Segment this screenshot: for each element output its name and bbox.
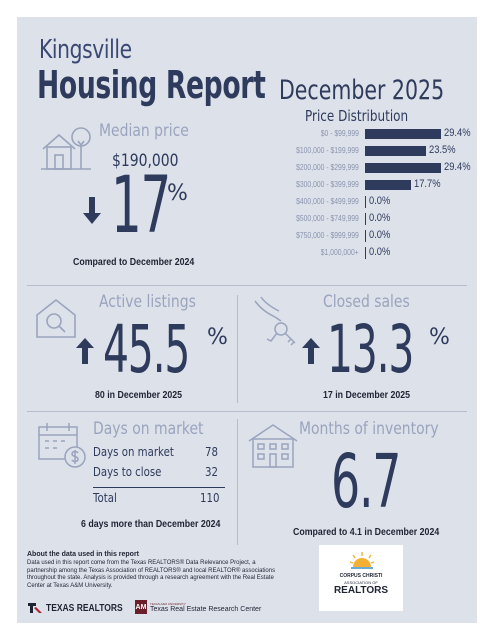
price-bar-row: $1,000,000+ 0.0% — [17, 246, 477, 260]
days-on-market-title: Days on market — [93, 419, 204, 439]
closed-sales-change: 13.3 — [327, 311, 414, 388]
dtc-row-label: Days to close — [93, 465, 162, 479]
closed-sales-detail: 17 in December 2025 — [323, 390, 411, 401]
house-tree-icon — [41, 127, 91, 170]
texas-realtors-mark-icon — [28, 603, 42, 613]
price-bar-value: 0.0% — [369, 246, 391, 258]
days-on-market-comparison: 6 days more than December 2024 — [81, 519, 221, 530]
research-center-logo: AM TEXAS A&M UNIVERSITY Texas Real Estat… — [135, 600, 261, 614]
ccar-line2: ASSOCIATION OF — [344, 580, 378, 585]
up-arrow-icon — [302, 338, 320, 364]
months-inventory-comparison: Compared to 4.1 in December 2024 — [293, 527, 440, 538]
price-bar-value: 23.5% — [429, 144, 456, 156]
dom-row-label: Days on market — [93, 445, 174, 459]
dom-row-value: 78 — [205, 445, 218, 459]
price-bar-zero — [365, 196, 366, 208]
price-distribution-chart: $0 - $99,999 29.4% $100,000 - $199,999 23.5… — [17, 127, 477, 260]
price-bar-label: $0 - $99,999 — [320, 129, 359, 138]
city-name: Kingsville — [39, 35, 132, 65]
median-price-title: Median price — [99, 121, 189, 141]
texas-realtors-logo: TEXAS REALTORS — [27, 601, 136, 615]
median-price-value: $190,000 — [112, 151, 179, 171]
ccar-line3: REALTORS — [333, 585, 389, 596]
price-bar-row: $500,000 - $749,999 0.0% — [17, 212, 477, 226]
closed-sales-title: Closed sales — [323, 292, 410, 312]
median-price-change: 17 — [111, 161, 171, 251]
price-bar-row: $400,000 - $499,999 0.0% — [17, 195, 477, 209]
price-bar-row: $300,000 - $399,999 17.7% — [17, 178, 477, 192]
price-bar-label: $300,000 - $399,999 — [296, 180, 359, 189]
price-bar-value: 17.7% — [414, 178, 441, 190]
sun-logo-icon — [349, 552, 375, 569]
ccar-line1: CORPUS CHRISTI — [339, 573, 383, 579]
median-price-comparison: Compared to December 2024 — [73, 257, 195, 268]
about-body: Data used in this report come from the T… — [27, 560, 276, 589]
tamu-mark-icon: AM — [135, 600, 147, 614]
hand-keys-icon — [254, 296, 296, 346]
magnifier-house-icon — [36, 298, 76, 338]
months-inventory-value: 6.7 — [331, 439, 401, 525]
price-bar-label: $1,000,000+ — [320, 248, 359, 257]
price-distribution-title: Price Distribution — [305, 107, 409, 125]
months-inventory-title: Months of inventory — [299, 419, 439, 439]
column-divider — [237, 419, 238, 545]
building-icon — [248, 424, 298, 468]
price-bar-row: $200,000 - $299,999 29.4% — [17, 161, 477, 175]
dtc-row-value: 32 — [205, 465, 218, 479]
price-bar — [365, 129, 441, 139]
report-title: Housing Report — [37, 63, 266, 107]
report-month: December 2025 — [279, 75, 445, 106]
price-bar — [365, 163, 441, 173]
price-bar-value: 0.0% — [369, 212, 391, 224]
total-value: 110 — [200, 491, 220, 505]
section-divider — [27, 411, 467, 412]
price-bar-zero — [365, 213, 366, 225]
ccar-logo: CORPUS CHRISTI ASSOCIATION OF REALTORS — [319, 545, 403, 611]
price-bar-value: 0.0% — [369, 229, 391, 241]
price-bar-label: $500,000 - $749,999 — [296, 214, 359, 223]
price-bar-zero — [365, 247, 366, 259]
price-bar-row: $0 - $99,999 29.4% — [17, 127, 477, 141]
down-arrow-icon — [83, 197, 101, 224]
closed-sales-percent: % — [429, 325, 450, 350]
total-label: Total — [93, 491, 117, 505]
median-price-percent: % — [167, 181, 188, 206]
up-arrow-icon — [76, 338, 94, 364]
price-bar-value: 29.4% — [444, 161, 471, 173]
price-bar-row: $750,000 - $999,999 0.0% — [17, 229, 477, 243]
calendar-dollar-icon — [38, 423, 86, 468]
texas-realtors-text: TEXAS REALTORS — [46, 602, 123, 614]
active-listings-change: 45.5 — [103, 311, 190, 388]
research-center-name: Texas Real Estate Research Center — [150, 605, 262, 613]
price-bar-value: 0.0% — [369, 195, 391, 207]
price-bar-label: $200,000 - $299,999 — [296, 163, 359, 172]
active-listings-title: Active listings — [99, 292, 196, 312]
price-bar — [365, 180, 411, 190]
price-bar — [365, 146, 426, 156]
housing-report-page: Kingsville Housing Report December 2025 … — [17, 17, 477, 623]
price-bar-label: $750,000 - $999,999 — [296, 231, 359, 240]
price-bar-row: $100,000 - $199,999 23.5% — [17, 144, 477, 158]
price-bar-zero — [365, 230, 366, 242]
research-center-small: TEXAS A&M UNIVERSITY — [150, 601, 186, 606]
section-divider — [27, 285, 467, 286]
total-rule — [93, 487, 225, 488]
price-bar-label: $400,000 - $499,999 — [296, 197, 359, 206]
price-bar-label: $100,000 - $199,999 — [296, 146, 359, 155]
price-bar-value: 29.4% — [444, 127, 471, 139]
about-title: About the data used in this report — [27, 551, 140, 558]
active-listings-percent: % — [207, 325, 228, 350]
column-divider — [237, 295, 238, 403]
active-listings-detail: 80 in December 2025 — [95, 390, 183, 401]
